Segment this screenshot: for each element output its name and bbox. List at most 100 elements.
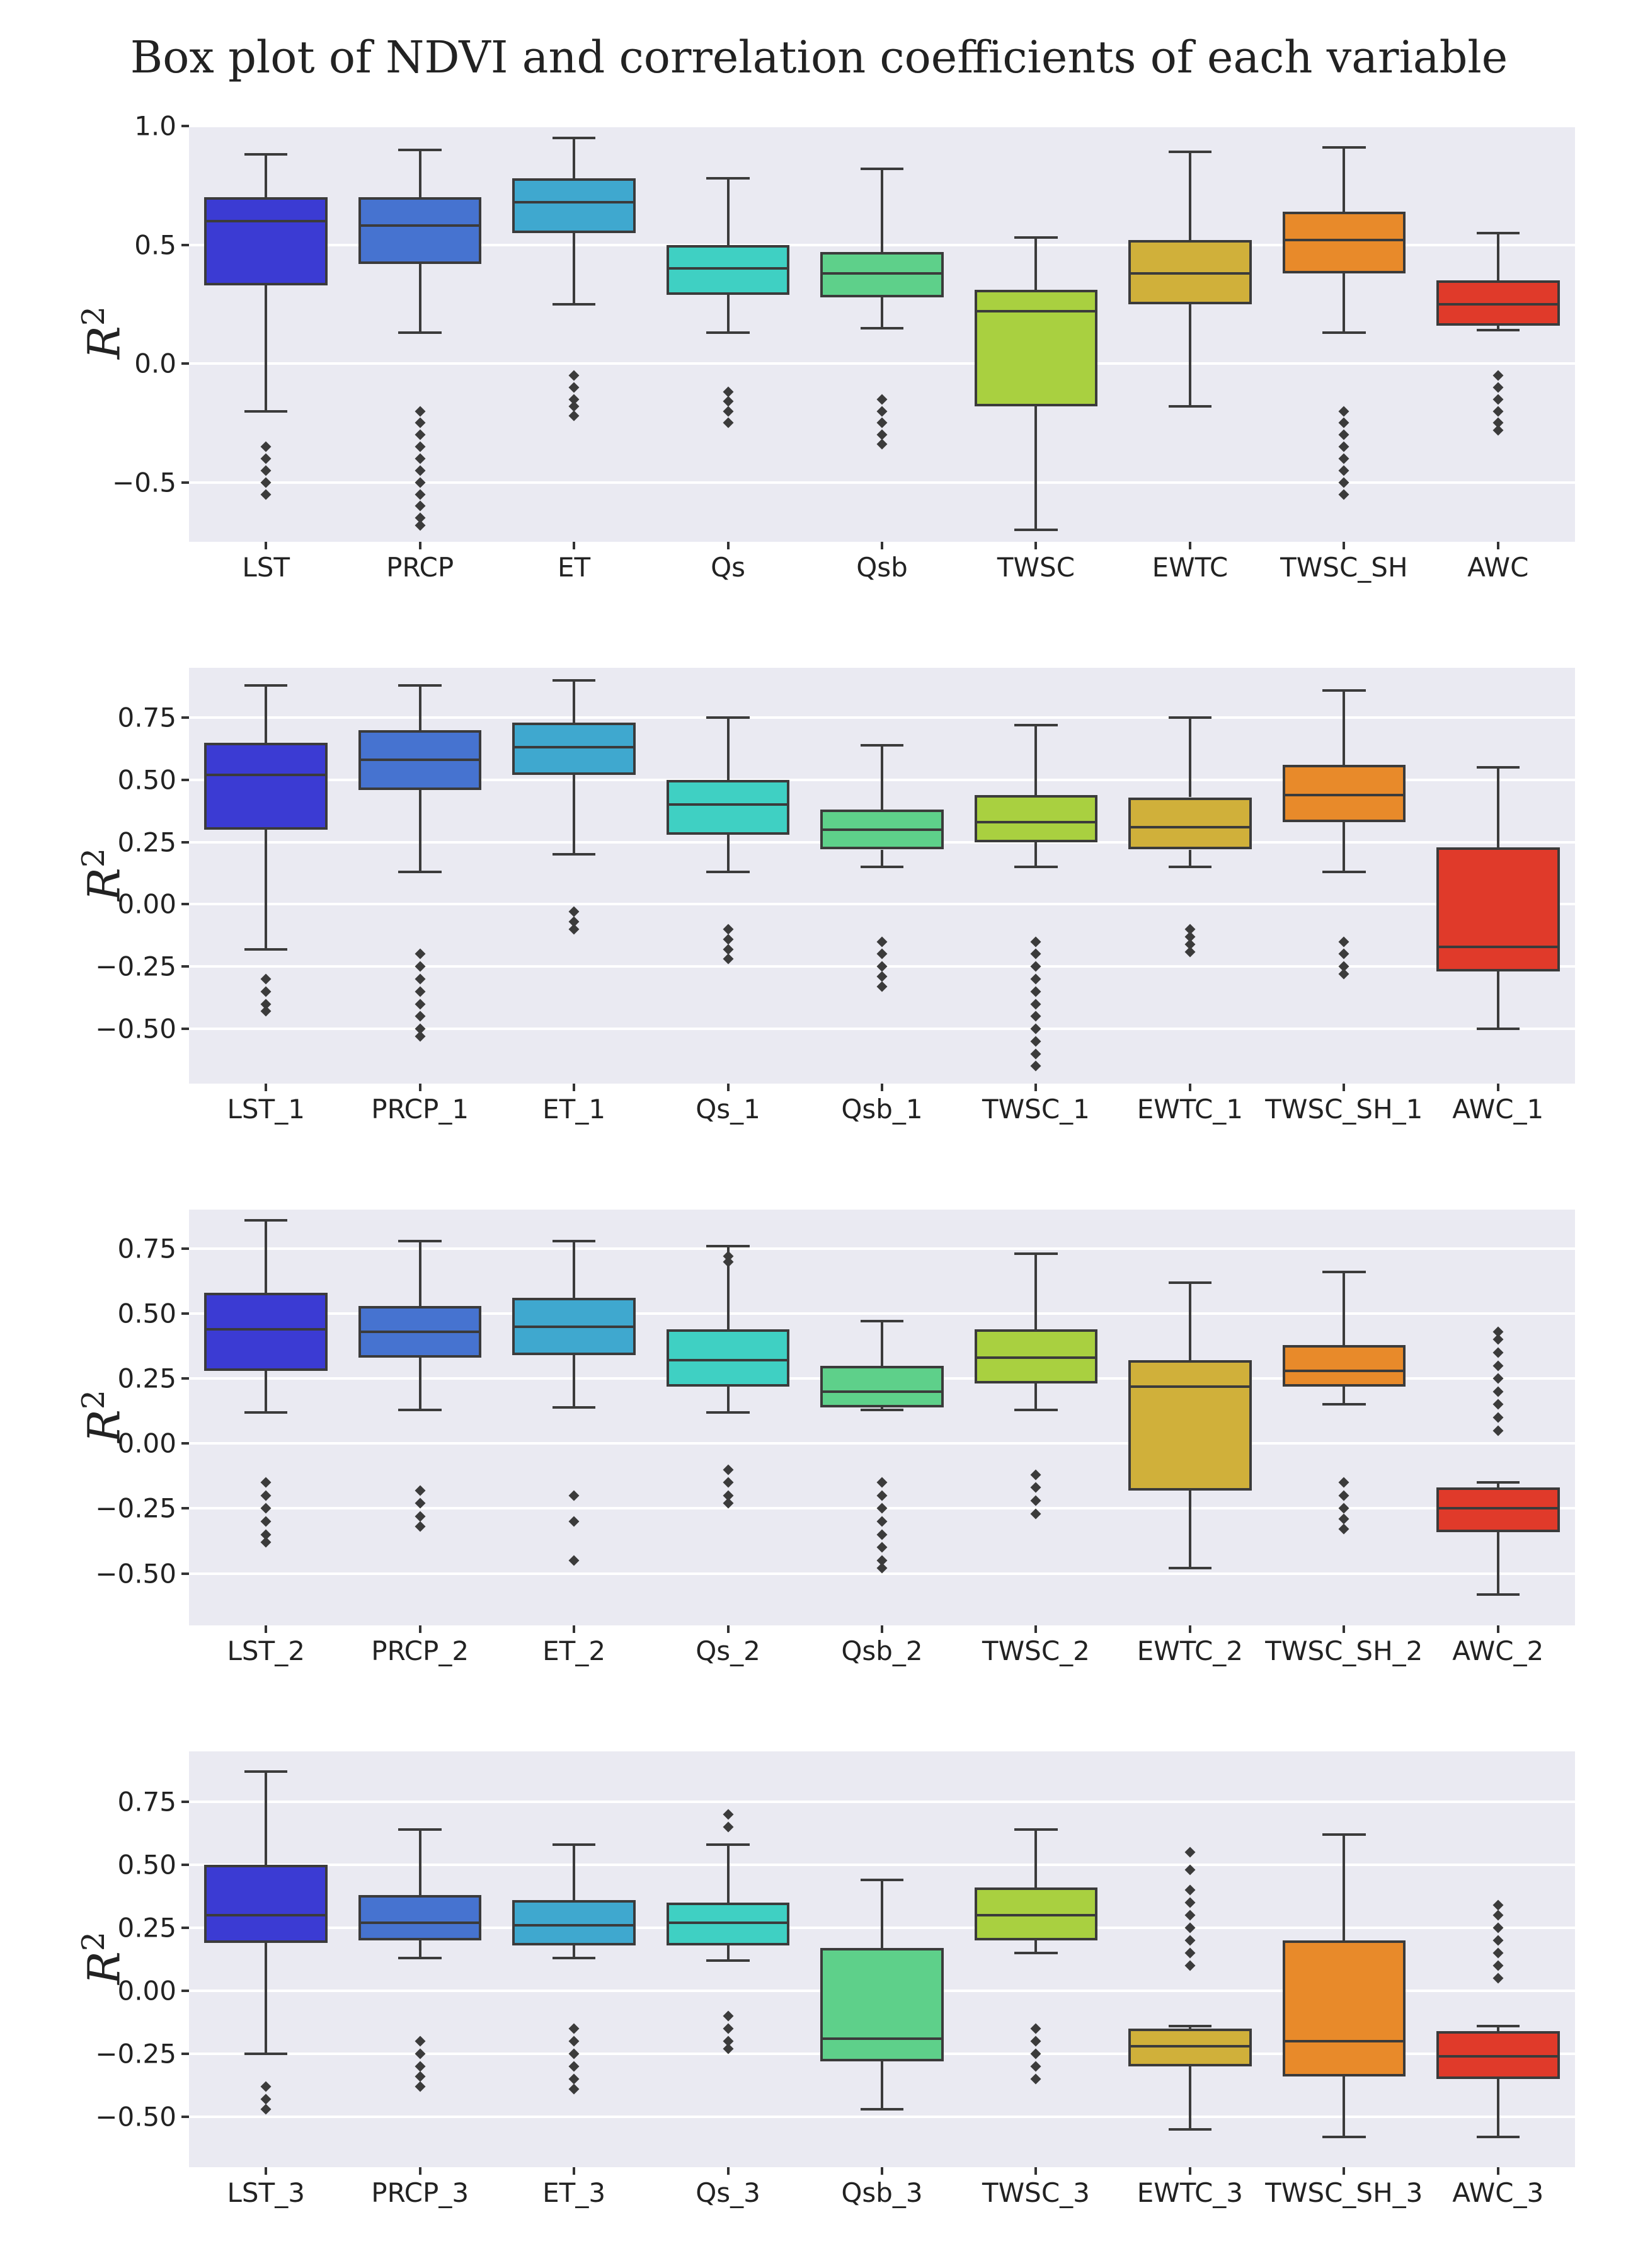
outlier — [261, 1537, 272, 1548]
box — [1128, 1360, 1252, 1490]
xtick-label: TWSC_2 — [982, 1625, 1090, 1666]
box — [667, 1903, 790, 1945]
outlier — [723, 1464, 733, 1475]
ytick-label: 0.75 — [117, 702, 189, 733]
outlier — [877, 1490, 888, 1501]
outlier — [1492, 1935, 1503, 1946]
outlier — [1492, 1399, 1503, 1410]
box — [667, 780, 790, 835]
xtick-label: ET_1 — [542, 1084, 605, 1125]
outlier — [1339, 1524, 1349, 1535]
outlier — [261, 974, 272, 985]
outlier — [1031, 961, 1041, 972]
xtick-label: Qs — [711, 542, 745, 583]
xtick-label: AWC_2 — [1452, 1625, 1544, 1666]
box — [667, 1329, 790, 1387]
xtick-label: EWTC_1 — [1137, 1084, 1243, 1125]
outlier — [415, 2061, 425, 2072]
ytick-label: −0.50 — [95, 1014, 189, 1045]
ytick-label: −0.50 — [95, 2102, 189, 2133]
outlier — [261, 2094, 272, 2105]
box — [512, 178, 636, 233]
outlier — [723, 1477, 733, 1488]
outlier — [1031, 1024, 1041, 1034]
outlier — [1031, 949, 1041, 959]
xtick-label: Qsb_1 — [841, 1084, 922, 1125]
outlier — [569, 2049, 580, 2059]
outlier — [1031, 1469, 1041, 1480]
box — [975, 290, 1098, 406]
outlier — [415, 1485, 425, 1496]
outlier — [261, 477, 272, 488]
outlier — [261, 2104, 272, 2115]
outlier — [723, 1809, 733, 1820]
figure-title: Box plot of NDVI and correlation coeffic… — [0, 32, 1638, 83]
ytick-label: 0.25 — [117, 1913, 189, 1944]
xtick-label: EWTC — [1152, 542, 1228, 583]
outlier — [261, 2082, 272, 2092]
outlier — [1184, 1865, 1195, 1876]
outlier — [415, 442, 425, 452]
panel-3: −0.50−0.250.000.250.500.75LST_3PRCP_3ET_… — [189, 1751, 1575, 2167]
xtick-label: EWTC_3 — [1137, 2167, 1243, 2208]
outlier — [1492, 425, 1503, 435]
outlier — [1184, 1910, 1195, 1921]
outlier — [415, 2036, 425, 2047]
outlier — [723, 1822, 733, 1833]
xtick-label: LST_3 — [227, 2167, 305, 2208]
outlier — [1184, 946, 1195, 957]
y-axis-label: R2 — [76, 321, 130, 359]
outlier — [415, 1511, 425, 1521]
outlier — [261, 1477, 272, 1488]
outlier — [1339, 442, 1349, 452]
outlier — [261, 1006, 272, 1017]
outlier — [1184, 1961, 1195, 1971]
ytick-label: 0.75 — [117, 1787, 189, 1818]
outlier — [723, 2024, 733, 2034]
outlier — [415, 520, 425, 530]
box — [358, 197, 482, 264]
panel-2: −0.50−0.250.000.250.500.75LST_2PRCP_2ET_… — [189, 1210, 1575, 1625]
outlier — [1339, 1503, 1349, 1514]
outlier — [261, 986, 272, 997]
outlier — [877, 1516, 888, 1527]
xtick-label: Qs_1 — [696, 1084, 760, 1125]
outlier — [569, 411, 580, 421]
outlier — [1031, 2061, 1041, 2072]
outlier — [1339, 418, 1349, 428]
outlier — [415, 949, 425, 959]
ytick-label: 0.50 — [117, 764, 189, 795]
outlier — [569, 2061, 580, 2072]
xtick-label: AWC — [1467, 542, 1528, 583]
ytick-label: −0.50 — [95, 1558, 189, 1589]
outlier — [415, 430, 425, 440]
box — [204, 1293, 328, 1371]
y-axis-label: R2 — [76, 1947, 130, 1984]
panel-1: −0.50−0.250.000.250.500.75LST_1PRCP_1ET_… — [189, 668, 1575, 1084]
outlier — [877, 949, 888, 959]
box — [1128, 798, 1252, 850]
outlier — [261, 442, 272, 452]
xtick-label: LST_2 — [227, 1625, 305, 1666]
xtick-label: ET_2 — [542, 1625, 605, 1666]
outlier — [1339, 949, 1349, 959]
outlier — [877, 406, 888, 416]
outlier — [723, 406, 733, 416]
outlier — [569, 2074, 580, 2085]
outlier — [415, 2082, 425, 2092]
box — [1283, 1940, 1406, 2076]
outlier — [1184, 1935, 1195, 1946]
outlier — [415, 1031, 425, 1041]
outlier — [1184, 1898, 1195, 1908]
outlier — [415, 406, 425, 416]
xtick-label: PRCP_3 — [371, 2167, 469, 2208]
outlier — [415, 2071, 425, 2082]
outlier — [877, 1477, 888, 1488]
outlier — [1492, 406, 1503, 416]
outlier — [415, 501, 425, 512]
outlier — [1031, 1496, 1041, 1506]
outlier — [415, 2049, 425, 2059]
box — [1283, 212, 1406, 273]
outlier — [723, 934, 733, 944]
box — [1436, 1487, 1560, 1532]
